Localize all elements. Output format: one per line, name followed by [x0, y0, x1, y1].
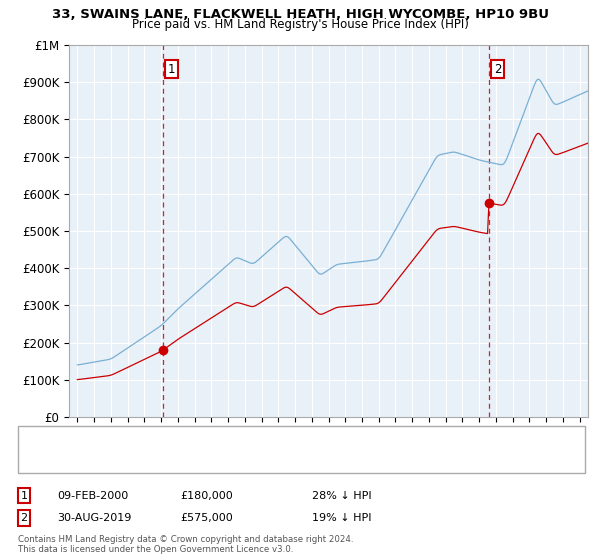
Text: —: —	[33, 431, 49, 446]
Text: £180,000: £180,000	[180, 491, 233, 501]
Text: 2: 2	[494, 63, 502, 76]
Text: 33, SWAINS LANE, FLACKWELL HEATH, HIGH WYCOMBE, HP10 9BU (detached house): 33, SWAINS LANE, FLACKWELL HEATH, HIGH W…	[63, 434, 503, 444]
Text: Price paid vs. HM Land Registry's House Price Index (HPI): Price paid vs. HM Land Registry's House …	[131, 18, 469, 31]
Text: —: —	[33, 454, 49, 469]
Text: HPI: Average price, detached house, Buckinghamshire: HPI: Average price, detached house, Buck…	[63, 456, 347, 466]
Text: 33, SWAINS LANE, FLACKWELL HEATH, HIGH WYCOMBE, HP10 9BU: 33, SWAINS LANE, FLACKWELL HEATH, HIGH W…	[52, 8, 548, 21]
Text: £575,000: £575,000	[180, 513, 233, 523]
Text: Contains HM Land Registry data © Crown copyright and database right 2024.
This d: Contains HM Land Registry data © Crown c…	[18, 535, 353, 554]
Text: 2: 2	[20, 513, 28, 523]
Text: 30-AUG-2019: 30-AUG-2019	[57, 513, 131, 523]
Text: 28% ↓ HPI: 28% ↓ HPI	[312, 491, 371, 501]
Text: 09-FEB-2000: 09-FEB-2000	[57, 491, 128, 501]
Text: 19% ↓ HPI: 19% ↓ HPI	[312, 513, 371, 523]
Text: 1: 1	[20, 491, 28, 501]
Text: 1: 1	[168, 63, 175, 76]
